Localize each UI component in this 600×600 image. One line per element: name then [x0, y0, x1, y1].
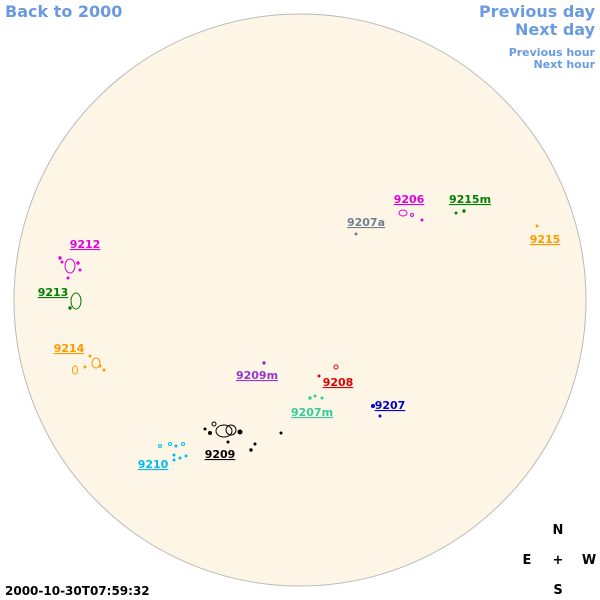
previous-hour-link[interactable]: Previous hour [509, 46, 596, 59]
region-label[interactable]: 9209 [205, 448, 236, 461]
spot-group [398, 209, 424, 222]
compass-center: + [553, 553, 564, 568]
region-label[interactable]: 9206 [394, 193, 425, 206]
spot-group [371, 404, 382, 418]
region-label[interactable]: 9210 [138, 458, 169, 471]
region-label[interactable]: 9215m [449, 193, 491, 206]
region-label[interactable]: 9209m [236, 369, 278, 382]
region-label[interactable]: 9215 [530, 233, 561, 246]
next-hour-link[interactable]: Next hour [534, 58, 596, 71]
compass-west: W [582, 553, 596, 568]
spot-group [535, 224, 539, 228]
spot-group [203, 421, 283, 452]
solar-disk [13, 13, 587, 587]
spot-group [72, 354, 106, 375]
spot-group [158, 442, 188, 462]
spot-group [454, 209, 466, 215]
previous-day-link[interactable]: Previous day [479, 2, 596, 21]
compass-north: N [553, 523, 564, 538]
region-label[interactable]: 9207m [291, 406, 333, 419]
spot-group [308, 394, 324, 400]
next-day-link[interactable]: Next day [515, 20, 596, 39]
region-label[interactable]: 9212 [70, 238, 101, 251]
region-label[interactable]: 9214 [54, 342, 85, 355]
region-label[interactable]: 9213 [38, 286, 69, 299]
back-link[interactable]: Back to 2000 [5, 2, 122, 21]
spot-group [354, 232, 358, 236]
spot-group [262, 361, 266, 365]
spot-group [317, 364, 339, 378]
timestamp: 2000-10-30T07:59:32 [5, 584, 150, 598]
region-label[interactable]: 9207a [347, 216, 385, 229]
spot-group [58, 256, 82, 280]
compass-east: E [523, 553, 532, 568]
region-label[interactable]: 9208 [323, 376, 354, 389]
compass-south: S [553, 583, 562, 598]
spot-group [68, 292, 82, 310]
region-label[interactable]: 9207 [375, 399, 406, 412]
